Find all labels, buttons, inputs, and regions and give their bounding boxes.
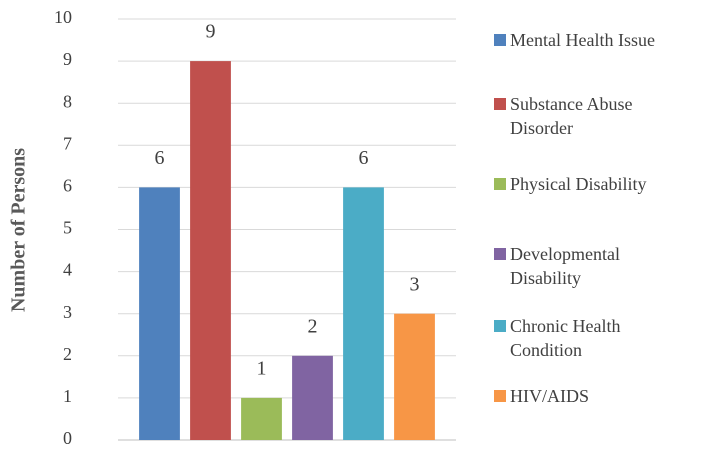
legend-label: Mental Health Issue bbox=[510, 30, 655, 50]
legend-item: Mental Health Issue bbox=[494, 28, 712, 52]
y-tick-label: 6 bbox=[63, 176, 72, 196]
y-tick-label: 5 bbox=[63, 218, 72, 238]
legend-label: HIV/AIDS bbox=[510, 386, 589, 406]
legend-swatch bbox=[494, 178, 506, 190]
legend-item: HIV/AIDS bbox=[494, 384, 712, 408]
data-label: 1 bbox=[257, 357, 267, 379]
bar bbox=[139, 187, 180, 440]
y-tick-label: 9 bbox=[63, 49, 72, 69]
legend-swatch bbox=[494, 34, 506, 46]
bar bbox=[292, 355, 333, 440]
legend-swatch bbox=[494, 320, 506, 332]
y-axis-title: Number of Persons bbox=[8, 148, 30, 312]
y-tick-label: 3 bbox=[63, 302, 72, 322]
legend-swatch bbox=[494, 390, 506, 402]
data-label: 3 bbox=[410, 273, 420, 295]
legend-label: Chronic Health Condition bbox=[510, 316, 621, 360]
legend-label: Developmental Disability bbox=[510, 244, 620, 288]
data-label: 6 bbox=[359, 147, 369, 169]
data-label: 2 bbox=[308, 315, 318, 337]
y-tick-label: 10 bbox=[54, 7, 72, 27]
data-label: 9 bbox=[206, 21, 216, 43]
y-tick-label: 8 bbox=[63, 91, 72, 111]
data-label: 6 bbox=[155, 147, 165, 169]
bar bbox=[343, 187, 384, 440]
legend-swatch bbox=[494, 248, 506, 260]
legend-item: Chronic Health Condition bbox=[494, 314, 712, 362]
y-tick-label: 7 bbox=[63, 133, 72, 153]
y-tick-label: 1 bbox=[63, 386, 72, 406]
legend-item: Physical Disability bbox=[494, 172, 712, 196]
legend-item: Substance Abuse Disorder bbox=[494, 92, 712, 140]
bar bbox=[394, 313, 435, 440]
legend-item: Developmental Disability bbox=[494, 242, 712, 290]
y-tick-label: 0 bbox=[63, 428, 72, 448]
bar bbox=[241, 397, 282, 440]
y-tick-label: 2 bbox=[63, 344, 72, 364]
legend-swatch bbox=[494, 98, 506, 110]
bar bbox=[190, 61, 231, 440]
legend-label: Physical Disability bbox=[510, 174, 647, 194]
y-tick-label: 4 bbox=[63, 260, 72, 280]
legend-label: Substance Abuse Disorder bbox=[510, 94, 633, 138]
